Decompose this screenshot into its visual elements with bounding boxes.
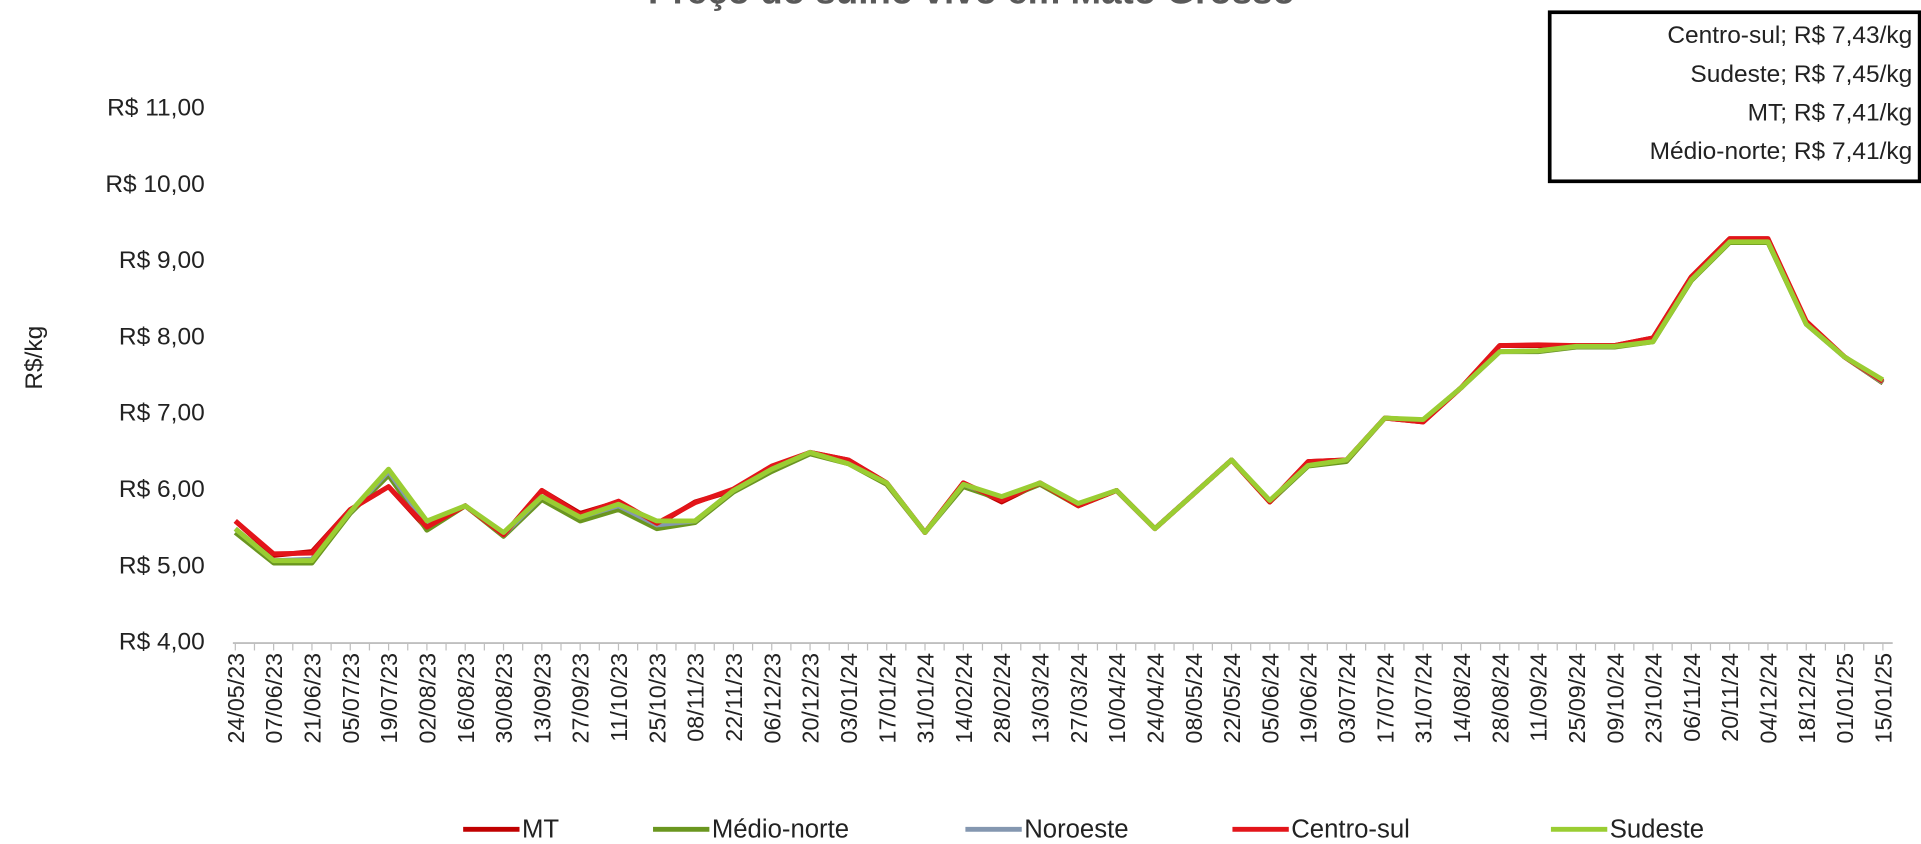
x-tick-label: 09/10/24 (1602, 653, 1628, 744)
x-tick-label: 30/08/23 (491, 653, 517, 744)
x-tick-label: 13/09/23 (529, 653, 555, 744)
x-tick-label: 06/11/24 (1679, 653, 1705, 742)
y-tick-label: R$ 11,00 (107, 94, 205, 121)
y-tick-label: R$ 10,00 (105, 171, 204, 198)
legend-label: Centro-sul (1291, 815, 1410, 843)
y-tick-label: R$ 7,00 (119, 400, 205, 427)
x-tick-label: 03/01/24 (836, 653, 862, 744)
x-tick-label: 17/07/24 (1372, 653, 1398, 744)
legend-label: Noroeste (1024, 815, 1128, 843)
x-tick-label: 03/07/24 (1334, 653, 1360, 744)
x-tick-label: 27/09/23 (568, 653, 594, 744)
x-tick-label: 01/01/25 (1832, 653, 1858, 744)
y-tick-label: R$ 9,00 (119, 247, 205, 274)
x-tick-label: 08/11/23 (683, 653, 709, 742)
x-tick-label: 16/08/23 (453, 653, 479, 744)
x-tick-label: 23/10/24 (1641, 653, 1667, 744)
series-line (233, 239, 1885, 564)
x-tick-label: 07/06/23 (261, 653, 287, 744)
y-tick-label: R$ 5,00 (119, 552, 205, 579)
annotation: Centro-sul; R$ 7,43/kg (1667, 22, 1912, 49)
x-tick-label: 05/07/23 (338, 653, 364, 744)
series-line (233, 236, 1885, 557)
x-tick-label: 10/04/24 (1104, 653, 1130, 744)
x-tick-label: 13/03/24 (1028, 653, 1054, 744)
x-tick-label: 28/08/24 (1487, 653, 1513, 744)
series-line (233, 238, 1885, 564)
chart-title: Preço do suíno vivo em Mato Grosso (648, 0, 1295, 12)
y-tick-label: R$ 8,00 (119, 323, 205, 350)
x-tick-label: 18/12/24 (1794, 653, 1820, 744)
legend-label: MT (522, 815, 559, 843)
x-tick-label: 20/11/24 (1717, 653, 1743, 742)
annotation: Sudeste; R$ 7,45/kg (1690, 61, 1912, 88)
x-tick-label: 04/12/24 (1756, 653, 1782, 744)
x-tick-label: 27/03/24 (1066, 653, 1092, 744)
x-tick-label: 08/05/24 (1181, 653, 1207, 744)
x-tick-label: 31/01/24 (913, 653, 939, 744)
x-tick-label: 19/07/23 (376, 653, 402, 744)
x-tick-label: 25/10/23 (644, 653, 670, 744)
x-tick-label: 22/05/24 (1219, 653, 1245, 744)
x-tick-label: 02/08/23 (414, 653, 440, 744)
x-tick-label: 05/06/24 (1257, 653, 1283, 744)
x-tick-label: 31/07/24 (1411, 653, 1437, 744)
x-tick-label: 19/06/24 (1296, 653, 1322, 744)
y-axis-label: R$/kg (21, 326, 48, 390)
annotation: Médio-norte; R$ 7,41/kg (1650, 138, 1913, 165)
x-tick-label: 11/09/24 (1526, 653, 1552, 742)
annotation: MT; R$ 7,41/kg (1748, 99, 1913, 126)
y-tick-label: R$ 4,00 (119, 629, 205, 656)
annotation-box (1547, 10, 1921, 184)
x-tick-label: 28/02/24 (989, 653, 1015, 744)
x-tick-label: 21/06/23 (300, 653, 326, 744)
series-line (233, 236, 1885, 558)
x-tick-label: 25/09/24 (1564, 653, 1590, 744)
legend-label: Sudeste (1610, 815, 1704, 843)
y-tick-label: R$ 6,00 (119, 476, 205, 503)
x-tick-label: 15/01/25 (1870, 653, 1896, 744)
x-tick-label: 06/12/23 (759, 653, 785, 744)
x-tick-label: 24/05/23 (223, 653, 249, 744)
x-tick-label: 11/10/23 (606, 653, 632, 742)
x-tick-label: 14/08/24 (1449, 653, 1475, 744)
legend-label: Médio-norte (712, 815, 849, 843)
x-tick-label: 17/01/24 (874, 653, 900, 744)
x-tick-label: 20/12/23 (798, 653, 824, 744)
x-tick-label: 22/11/23 (721, 653, 747, 742)
x-tick-label: 14/02/24 (951, 653, 977, 744)
x-tick-label: 24/04/24 (1142, 653, 1168, 744)
